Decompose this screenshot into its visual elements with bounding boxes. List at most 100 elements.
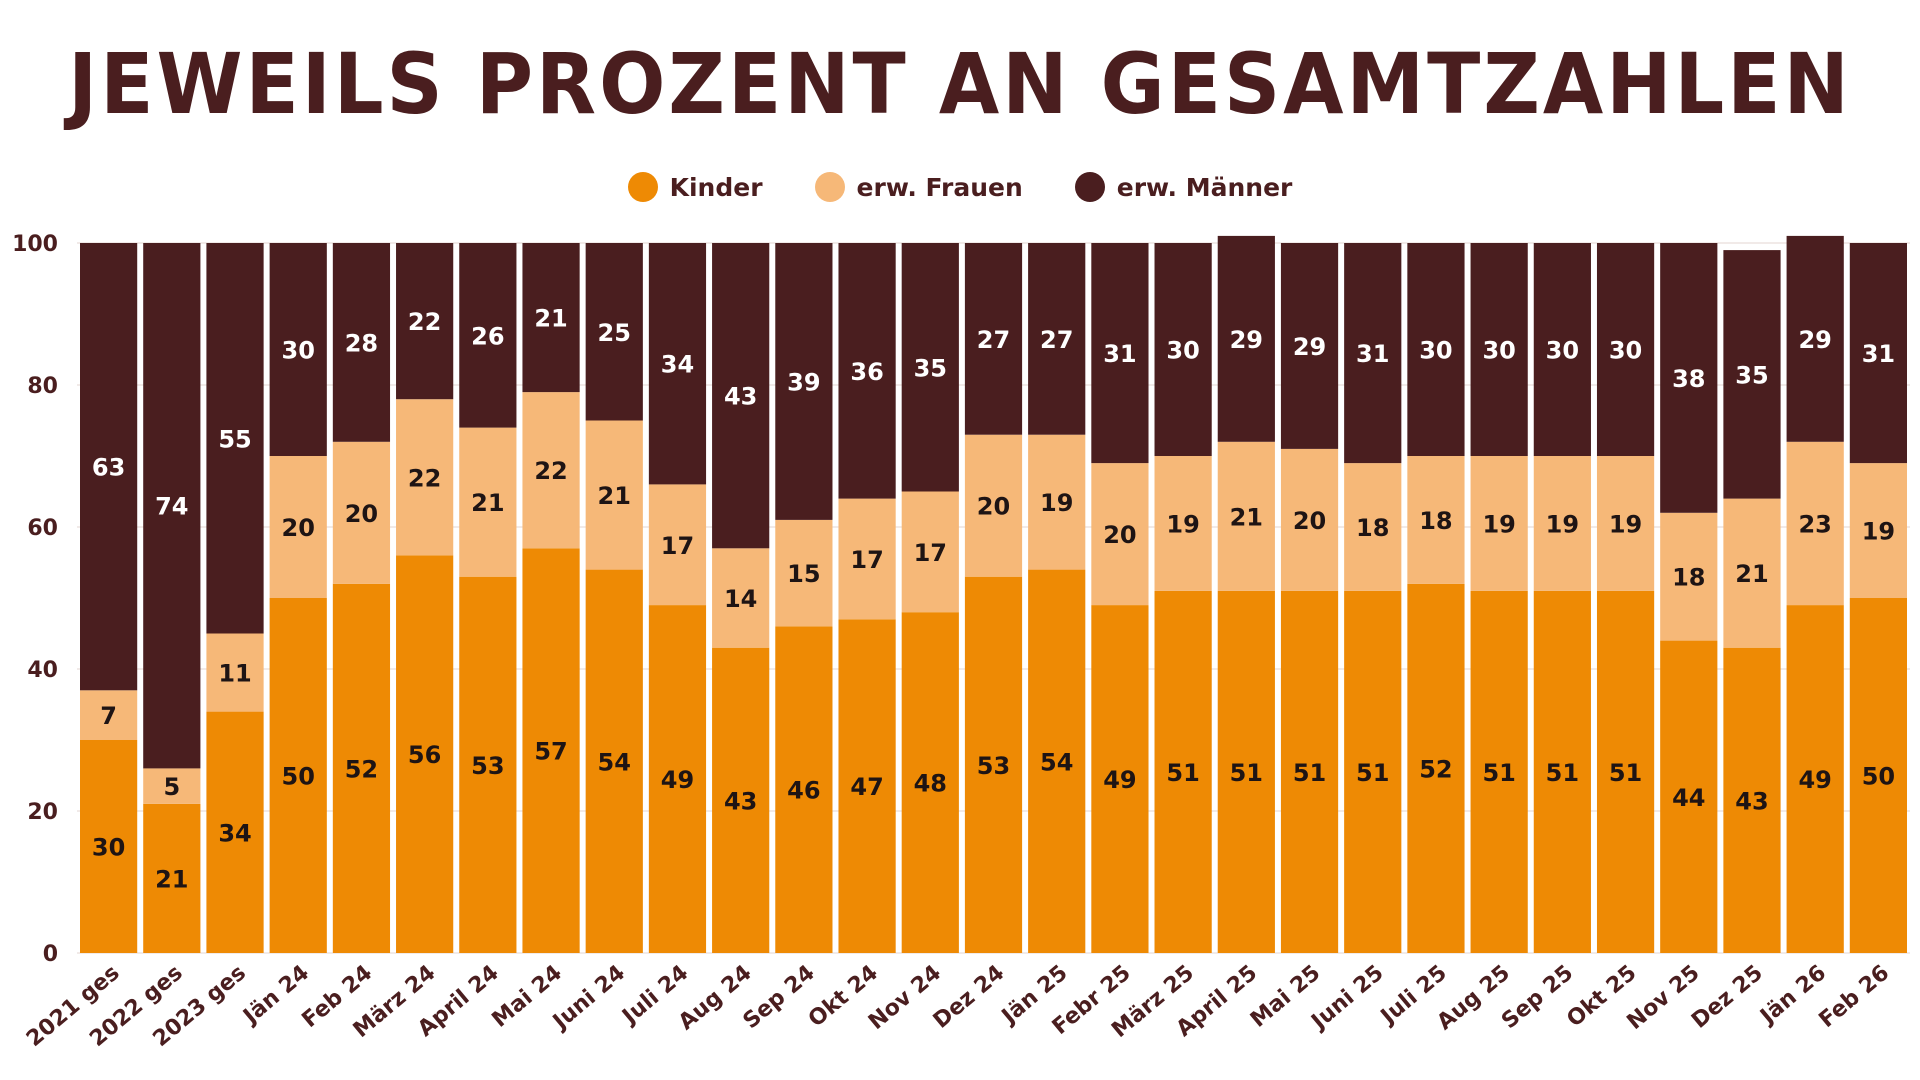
x-tick-label-23: Sep 25 — [1497, 960, 1578, 1034]
bar-segment-0-6 — [459, 576, 517, 953]
value-label-0-22: 51 — [1482, 759, 1515, 787]
value-label-2-21: 30 — [1419, 337, 1452, 365]
legend-swatch-frauen — [814, 172, 845, 202]
x-tick-label-13: Nov 24 — [864, 960, 946, 1035]
y-tick-label-60: 60 — [27, 516, 58, 541]
bar-segment-1-22 — [1470, 456, 1528, 591]
bar-segment-1-26 — [1723, 498, 1781, 648]
value-label-0-18: 51 — [1230, 759, 1263, 787]
value-label-0-4: 52 — [345, 755, 378, 783]
bar-segment-2-9 — [648, 243, 707, 485]
x-tick-label-11: Sep 24 — [739, 960, 820, 1034]
value-label-0-3: 50 — [282, 763, 315, 791]
value-label-2-20: 31 — [1356, 340, 1389, 368]
bar-segment-2-15 — [1028, 243, 1086, 435]
value-label-2-22: 30 — [1482, 337, 1515, 365]
value-label-1-2: 11 — [218, 660, 251, 688]
bar-segment-0-12 — [838, 619, 896, 953]
value-label-0-15: 54 — [1040, 748, 1073, 776]
bar-segment-0-24 — [1596, 590, 1655, 953]
bar-segment-2-6 — [459, 243, 517, 428]
value-label-1-1: 5 — [163, 773, 180, 801]
legend-label-maenner: erw. Männer — [1116, 172, 1293, 202]
bar-segment-0-3 — [269, 598, 327, 953]
bar-segment-2-18 — [1217, 235, 1275, 442]
value-label-2-17: 30 — [1166, 337, 1199, 365]
value-label-0-0: 30 — [92, 834, 125, 862]
bar-segment-1-24 — [1596, 456, 1655, 591]
value-label-0-8: 54 — [598, 748, 631, 776]
bar-segment-0-21 — [1407, 583, 1465, 953]
value-label-0-13: 48 — [914, 770, 947, 798]
value-label-0-5: 56 — [408, 741, 441, 769]
bar-segment-1-19 — [1280, 448, 1339, 591]
bar-segment-2-24 — [1596, 243, 1655, 456]
bar-segment-1-2 — [206, 633, 264, 712]
value-label-1-7: 22 — [534, 457, 567, 485]
bar-segment-1-8 — [585, 420, 643, 570]
value-label-1-22: 19 — [1482, 510, 1515, 538]
bar-segment-2-19 — [1280, 243, 1339, 449]
bar-segment-2-13 — [901, 243, 959, 492]
value-label-2-18: 29 — [1230, 326, 1263, 354]
value-label-0-27: 49 — [1798, 766, 1831, 794]
bar-segment-1-27 — [1786, 441, 1844, 606]
value-label-2-26: 35 — [1735, 361, 1768, 389]
bar-segment-2-2 — [206, 243, 264, 634]
value-label-2-10: 43 — [724, 383, 757, 411]
bar-segment-1-12 — [838, 498, 896, 620]
bar-segment-0-19 — [1280, 590, 1339, 953]
bar-segment-0-11 — [775, 626, 833, 953]
value-label-1-5: 22 — [408, 464, 441, 492]
value-label-2-7: 21 — [534, 305, 567, 333]
value-label-0-23: 51 — [1546, 759, 1579, 787]
bar-segment-1-13 — [901, 491, 959, 613]
bar-segment-1-11 — [775, 519, 833, 627]
value-label-0-12: 47 — [850, 773, 883, 801]
bar-segment-1-7 — [522, 392, 580, 549]
value-label-0-1: 21 — [155, 865, 188, 893]
value-label-1-12: 17 — [850, 546, 883, 574]
bar-segment-0-23 — [1533, 590, 1591, 953]
value-label-2-2: 55 — [218, 425, 251, 453]
value-label-1-3: 20 — [282, 514, 315, 542]
bar-segment-1-18 — [1217, 441, 1275, 591]
value-label-1-24: 19 — [1609, 510, 1642, 538]
value-label-0-17: 51 — [1166, 759, 1199, 787]
value-label-0-14: 53 — [977, 752, 1010, 780]
value-label-2-4: 28 — [345, 329, 378, 357]
bar-segment-1-25 — [1660, 512, 1718, 641]
value-label-1-25: 18 — [1672, 564, 1705, 592]
bar-segment-1-23 — [1533, 456, 1591, 591]
x-tick-label-28: Feb 26 — [1815, 960, 1895, 1033]
value-label-0-16: 49 — [1103, 766, 1136, 794]
bar-segment-1-9 — [648, 484, 707, 606]
bar-segment-2-22 — [1470, 243, 1528, 456]
bar-segment-0-1 — [143, 803, 201, 953]
value-label-2-19: 29 — [1293, 333, 1326, 361]
y-tick-label-20: 20 — [27, 800, 58, 825]
value-label-1-16: 20 — [1103, 521, 1136, 549]
bar-segment-2-5 — [396, 243, 454, 400]
value-label-1-6: 21 — [471, 489, 504, 517]
value-label-2-8: 25 — [598, 319, 631, 347]
bar-segment-1-10 — [712, 548, 770, 648]
legend-item-maenner: erw. Männer — [1074, 172, 1293, 202]
bar-segment-2-3 — [269, 243, 327, 456]
value-label-0-25: 44 — [1672, 784, 1705, 812]
value-label-0-19: 51 — [1293, 759, 1326, 787]
bar-segment-0-26 — [1723, 647, 1781, 953]
x-tick-label-25: Nov 25 — [1623, 960, 1705, 1035]
bar-segment-0-15 — [1028, 569, 1086, 953]
bar-segment-0-20 — [1344, 590, 1402, 953]
value-label-1-9: 17 — [661, 532, 694, 560]
bar-segment-0-9 — [648, 605, 707, 953]
bar-segment-2-26 — [1723, 250, 1781, 499]
bar-segment-2-23 — [1533, 243, 1591, 456]
value-label-1-20: 18 — [1356, 514, 1389, 542]
value-label-2-13: 35 — [914, 354, 947, 382]
value-label-2-11: 39 — [787, 368, 820, 396]
legend-swatch-maenner — [1074, 172, 1105, 202]
value-label-1-18: 21 — [1230, 503, 1263, 531]
